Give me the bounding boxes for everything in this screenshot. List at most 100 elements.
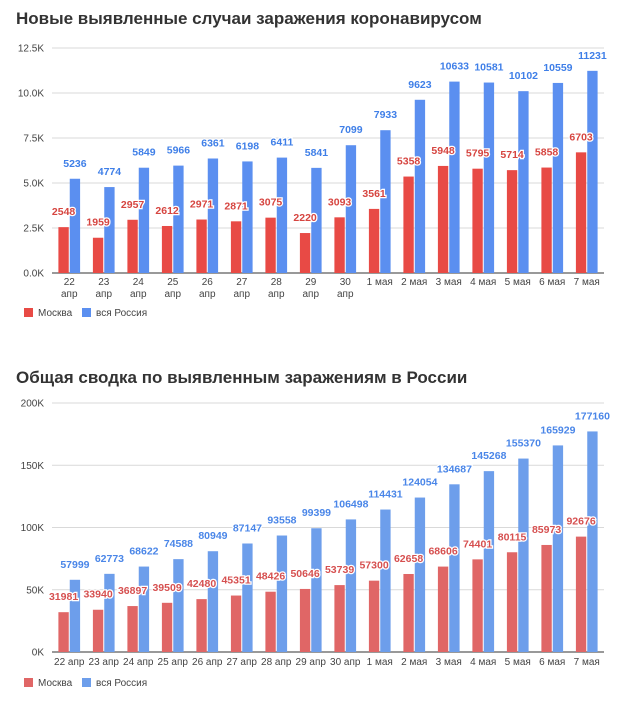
legend-label-russia: вся Россия (96, 308, 147, 319)
data-label-russia: 155370 (506, 438, 541, 450)
bar-moscow (506, 552, 518, 652)
data-label-russia: 177160 (575, 410, 610, 422)
data-label-russia: 11231 (578, 50, 607, 62)
bar-moscow (299, 233, 311, 273)
bar-moscow (196, 599, 207, 652)
x-tick-label: 7 мая (574, 657, 600, 668)
chart-title: Новые выявленные случаи заражения корона… (16, 9, 482, 28)
y-tick-label: 7.5K (23, 134, 44, 145)
data-label-moscow: 39509 (152, 582, 181, 594)
x-tick-label: 27 апр (227, 657, 258, 668)
bar-russia (311, 528, 322, 652)
y-tick-label: 100K (21, 523, 45, 534)
bar-russia (518, 458, 529, 652)
bar-russia (518, 91, 529, 273)
data-label-moscow: 2957 (121, 199, 145, 211)
legend-label-russia: вся Россия (96, 678, 147, 689)
bar-russia (311, 167, 322, 273)
bar-russia (276, 535, 288, 652)
bar-moscow (541, 167, 552, 273)
data-label-russia: 145268 (471, 450, 506, 462)
bar-moscow (196, 219, 207, 273)
x-tick-label: 1 мая (367, 657, 393, 668)
data-label-russia: 10581 (474, 62, 503, 74)
bar-moscow (58, 227, 69, 273)
data-label-russia: 5841 (305, 147, 329, 159)
data-label-moscow: 50646 (290, 568, 319, 580)
data-label-russia: 5849 (132, 147, 156, 159)
bar-russia (414, 497, 426, 652)
data-label-moscow: 45351 (221, 575, 250, 587)
x-tick-label: 30 апр (330, 657, 361, 668)
data-label-moscow: 2548 (52, 206, 76, 218)
legend-label-moscow: Москва (38, 678, 73, 689)
bar-russia (276, 157, 288, 273)
bar-russia (173, 165, 184, 273)
x-tick-label: 24 (133, 277, 145, 288)
x-tick-label: 7 мая (574, 277, 600, 288)
bar-russia (173, 559, 184, 652)
y-tick-label: 150K (21, 461, 45, 472)
bar-russia (449, 81, 460, 273)
data-label-moscow: 2971 (190, 199, 214, 211)
x-tick-label: апр (164, 289, 181, 300)
legend-swatch-moscow (24, 678, 33, 687)
bar-russia (483, 82, 495, 274)
data-label-russia: 87147 (233, 523, 262, 535)
data-label-russia: 114431 (368, 489, 403, 501)
data-label-moscow: 2612 (155, 205, 179, 217)
bar-moscow (161, 225, 173, 273)
x-tick-label: 5 мая (505, 657, 531, 668)
legend-swatch-russia (82, 678, 91, 687)
x-tick-label: 29 апр (296, 657, 327, 668)
data-label-moscow: 57300 (359, 560, 388, 572)
data-label-moscow: 92676 (566, 516, 595, 528)
data-label-russia: 4774 (98, 166, 122, 178)
data-label-russia: 10633 (440, 61, 469, 73)
data-label-russia: 106498 (333, 498, 368, 510)
data-label-russia: 7933 (374, 109, 398, 121)
bar-moscow (299, 588, 311, 652)
data-label-russia: 80949 (198, 530, 227, 542)
bar-moscow (265, 591, 276, 652)
bar-moscow (265, 217, 276, 273)
data-label-moscow: 5858 (535, 147, 559, 159)
data-label-moscow: 5358 (397, 156, 421, 168)
y-tick-label: 2.5K (23, 224, 44, 235)
data-label-russia: 165929 (540, 424, 575, 436)
bar-russia (345, 145, 357, 273)
data-label-russia: 93558 (267, 515, 296, 527)
x-tick-label: апр (130, 289, 147, 300)
bar-moscow (161, 602, 173, 652)
x-tick-label: 29 (305, 277, 317, 288)
y-tick-label: 10.0K (18, 89, 44, 100)
bar-moscow (541, 544, 552, 652)
legend-label-moscow: Москва (38, 308, 73, 319)
data-label-moscow: 85973 (532, 524, 561, 536)
bar-russia (138, 167, 150, 273)
data-label-moscow: 53739 (325, 564, 354, 576)
bar-russia (345, 519, 357, 652)
data-label-moscow: 2220 (293, 212, 317, 224)
data-label-russia: 57999 (60, 559, 89, 571)
x-tick-label: 4 мая (470, 657, 496, 668)
bar-russia (207, 551, 219, 652)
y-tick-label: 12.5K (18, 44, 44, 55)
x-tick-label: 25 (167, 277, 179, 288)
data-label-russia: 9623 (408, 79, 432, 91)
bar-russia (552, 445, 564, 652)
bar-russia (69, 178, 81, 273)
data-label-moscow: 80115 (498, 531, 527, 543)
data-label-moscow: 6703 (569, 131, 593, 143)
bar-russia (449, 484, 460, 652)
bar-moscow (127, 219, 138, 273)
legend-swatch-russia (82, 308, 91, 317)
bar-moscow (403, 573, 414, 652)
y-tick-label: 50K (26, 585, 44, 596)
data-label-russia: 99399 (302, 507, 331, 519)
x-tick-label: 25 апр (158, 657, 189, 668)
data-label-moscow: 31981 (49, 591, 78, 603)
x-tick-label: 6 мая (539, 657, 565, 668)
data-label-moscow: 5948 (431, 145, 455, 157)
